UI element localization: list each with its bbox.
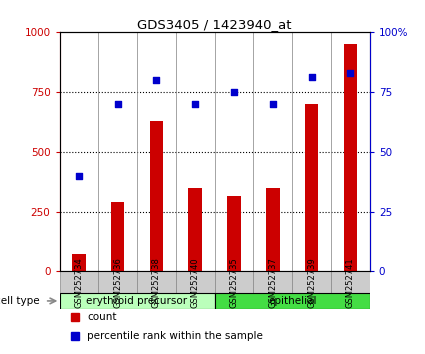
Point	[192, 101, 198, 107]
Text: epithelial: epithelial	[268, 296, 317, 306]
Text: percentile rank within the sample: percentile rank within the sample	[88, 331, 264, 342]
Bar	[266, 188, 280, 272]
Text: GSM252740: GSM252740	[191, 257, 200, 308]
Text: GSM252737: GSM252737	[268, 257, 277, 308]
Bar	[72, 253, 86, 272]
Bar	[215, 272, 253, 293]
Text: GSM252741: GSM252741	[346, 257, 355, 308]
Bar	[331, 272, 370, 293]
Text: GSM252739: GSM252739	[307, 257, 316, 308]
Text: erythroid precursor: erythroid precursor	[87, 296, 187, 306]
Point	[76, 173, 82, 178]
Text: GSM252735: GSM252735	[230, 257, 238, 308]
Point	[114, 101, 121, 107]
Bar	[292, 272, 331, 293]
Point	[231, 89, 238, 95]
Bar	[176, 272, 215, 293]
Title: GDS3405 / 1423940_at: GDS3405 / 1423940_at	[137, 18, 292, 31]
Point	[347, 70, 354, 75]
Bar	[343, 44, 357, 272]
Text: cell type: cell type	[0, 296, 40, 306]
Text: GSM252734: GSM252734	[74, 257, 83, 308]
Text: GSM252736: GSM252736	[113, 257, 122, 308]
Bar	[150, 120, 163, 272]
Bar	[215, 293, 370, 309]
Bar	[188, 188, 202, 272]
Point	[308, 75, 315, 80]
Bar	[98, 272, 137, 293]
Point	[153, 77, 160, 82]
Bar	[60, 272, 98, 293]
Text: count: count	[88, 313, 117, 322]
Bar	[111, 202, 125, 272]
Bar	[227, 196, 241, 272]
Text: GSM252738: GSM252738	[152, 257, 161, 308]
Bar	[253, 272, 292, 293]
Bar	[60, 293, 215, 309]
Point	[269, 101, 276, 107]
Bar	[137, 272, 176, 293]
Bar	[305, 104, 318, 272]
